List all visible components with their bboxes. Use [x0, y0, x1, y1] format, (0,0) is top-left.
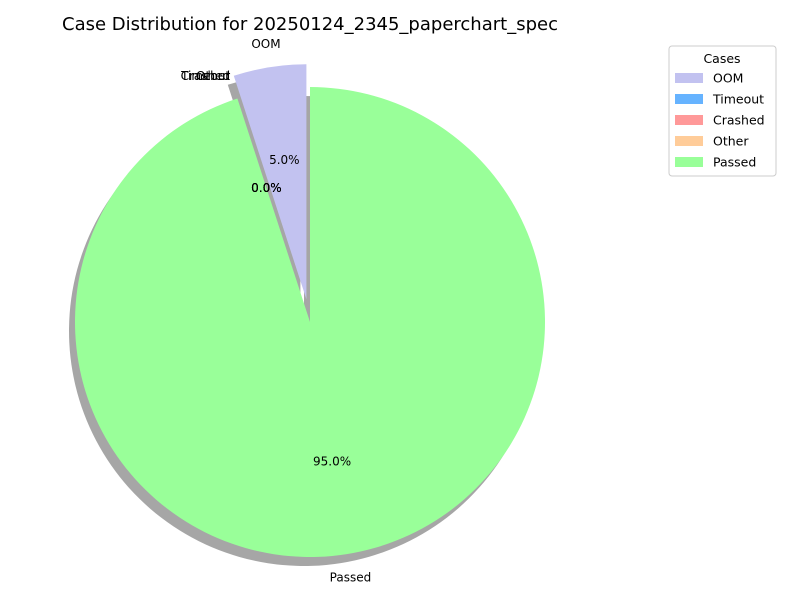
legend-label-oom: OOM	[713, 71, 743, 86]
slice-label-crashed: Crashed	[181, 69, 231, 83]
legend-swatch-crashed	[675, 115, 703, 125]
slice-label-passed: Passed	[330, 570, 372, 584]
legend: Cases OOM Timeout Crashed Other Passed	[668, 45, 777, 177]
chart-title: Case Distribution for 20250124_2345_pape…	[62, 14, 558, 35]
legend-label-timeout: Timeout	[712, 92, 764, 107]
slice-label-other: Other	[196, 69, 230, 83]
pie-slice-layer	[75, 64, 546, 557]
slice-pct-label-oom: 5.0%	[269, 153, 300, 167]
legend-swatch-passed	[675, 157, 703, 167]
legend-label-passed: Passed	[713, 155, 756, 170]
slice-label-timeout: Timeout	[180, 69, 230, 83]
legend-label-other: Other	[713, 134, 749, 149]
pie-slice-passed	[75, 87, 546, 557]
legend-label-crashed: Crashed	[713, 113, 765, 128]
legend-swatch-oom	[675, 73, 703, 83]
slice-pct-label-other: 0.0%	[251, 181, 282, 195]
legend-items: OOM Timeout Crashed Other Passed	[675, 71, 765, 170]
legend-swatch-other	[675, 136, 703, 146]
pie-label-layer: OOM5.0%Timeout0.0%Crashed0.0%Other0.0%Pa…	[180, 37, 371, 584]
slice-label-oom: OOM	[251, 37, 280, 51]
legend-title: Cases	[703, 51, 740, 66]
slice-pct-label-passed: 95.0%	[313, 454, 351, 468]
slice-pct-label-crashed: 0.0%	[251, 181, 282, 195]
slice-pct-label-timeout: 0.0%	[251, 181, 282, 195]
pie-slice-oom	[233, 64, 307, 300]
legend-swatch-timeout	[675, 94, 703, 104]
